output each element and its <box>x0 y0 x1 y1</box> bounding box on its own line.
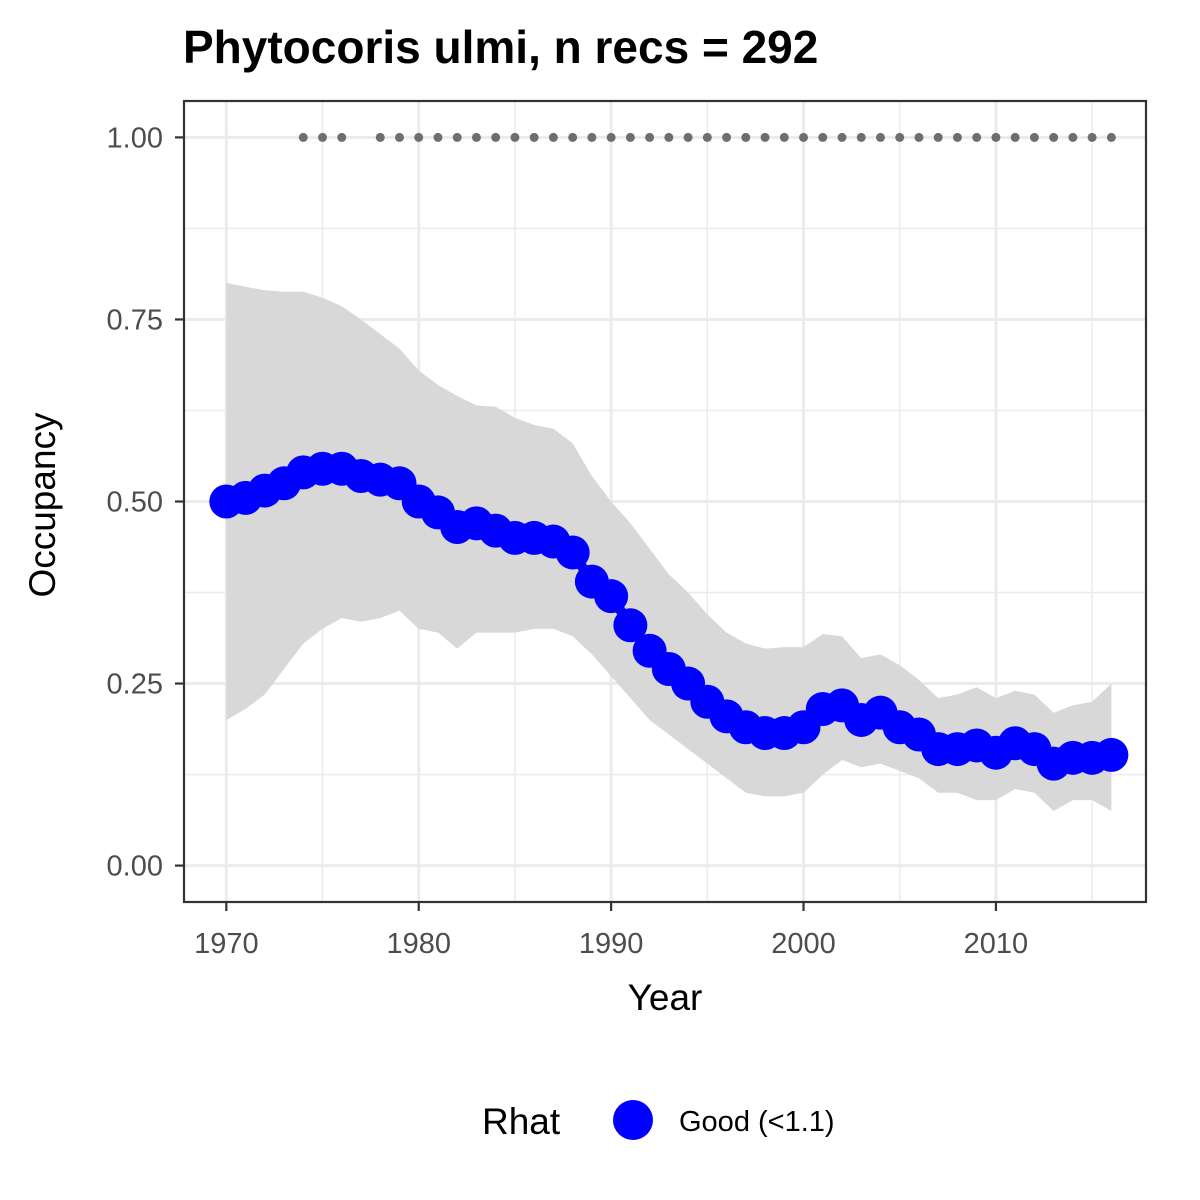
record-year-point <box>394 132 404 142</box>
occupancy-point <box>594 579 629 614</box>
record-year-point <box>779 132 789 142</box>
record-year-point <box>433 132 443 142</box>
record-year-point <box>1010 132 1020 142</box>
y-axis: 0.00 0.25 0.50 0.75 1.00 <box>107 122 184 883</box>
credible-interval-layer <box>226 283 1112 811</box>
record-year-point <box>414 132 424 142</box>
record-year-point <box>1087 132 1097 142</box>
record-year-point <box>818 132 828 142</box>
legend-title: Rhat <box>482 1101 561 1142</box>
record-year-point <box>491 132 501 142</box>
record-year-point <box>914 132 924 142</box>
y-tick-label: 0.75 <box>107 304 163 336</box>
record-year-point <box>606 132 616 142</box>
occupancy-series-layer <box>209 451 1129 781</box>
x-tick-label: 1980 <box>386 928 451 960</box>
record-year-point <box>837 132 847 142</box>
legend-key-good <box>613 1100 653 1140</box>
y-tick-label: 0.00 <box>107 851 163 883</box>
y-tick-label: 1.00 <box>107 122 163 154</box>
record-year-point <box>895 132 905 142</box>
record-year-point <box>856 132 866 142</box>
record-year-point <box>510 132 520 142</box>
record-years-layer <box>298 132 1116 142</box>
record-year-point <box>337 132 347 142</box>
x-tick-label: 1990 <box>579 928 644 960</box>
x-axis: 1970 1980 1990 2000 2010 <box>194 902 1028 960</box>
occupancy-point <box>1094 737 1129 772</box>
x-tick-label: 2000 <box>771 928 836 960</box>
record-year-point <box>1049 132 1059 142</box>
record-year-point <box>972 132 982 142</box>
legend: Rhat Good (<1.1) <box>482 1100 835 1142</box>
record-year-point <box>645 132 655 142</box>
record-year-point <box>548 132 558 142</box>
legend-label-good: Good (<1.1) <box>679 1106 835 1138</box>
record-year-point <box>298 132 308 142</box>
x-tick-label: 2010 <box>964 928 1029 960</box>
record-year-point <box>799 132 809 142</box>
record-year-point <box>375 132 385 142</box>
record-year-point <box>568 132 578 142</box>
record-year-point <box>741 132 751 142</box>
record-year-point <box>702 132 712 142</box>
record-year-point <box>683 132 693 142</box>
chart-title: Phytocoris ulmi, n recs = 292 <box>183 21 818 73</box>
y-tick-label: 0.50 <box>107 487 163 519</box>
record-year-point <box>471 132 481 142</box>
x-tick-label: 1970 <box>194 928 259 960</box>
record-year-point <box>318 132 328 142</box>
record-year-point <box>760 132 770 142</box>
y-axis-title: Occupancy <box>22 412 63 598</box>
record-year-point <box>952 132 962 142</box>
record-year-point <box>625 132 635 142</box>
y-tick-label: 0.25 <box>107 669 163 701</box>
record-year-point <box>664 132 674 142</box>
record-year-point <box>1068 132 1078 142</box>
credible-interval-ribbon <box>226 283 1112 811</box>
occupancy-point <box>613 608 648 643</box>
record-year-point <box>1106 132 1116 142</box>
record-year-point <box>875 132 885 142</box>
record-year-point <box>587 132 597 142</box>
record-year-point <box>991 132 1001 142</box>
record-year-point <box>529 132 539 142</box>
record-year-point <box>933 132 943 142</box>
record-year-point <box>1029 132 1039 142</box>
record-year-point <box>452 132 462 142</box>
record-year-point <box>722 132 732 142</box>
occupancy-point <box>555 535 590 570</box>
x-axis-title: Year <box>628 977 703 1018</box>
